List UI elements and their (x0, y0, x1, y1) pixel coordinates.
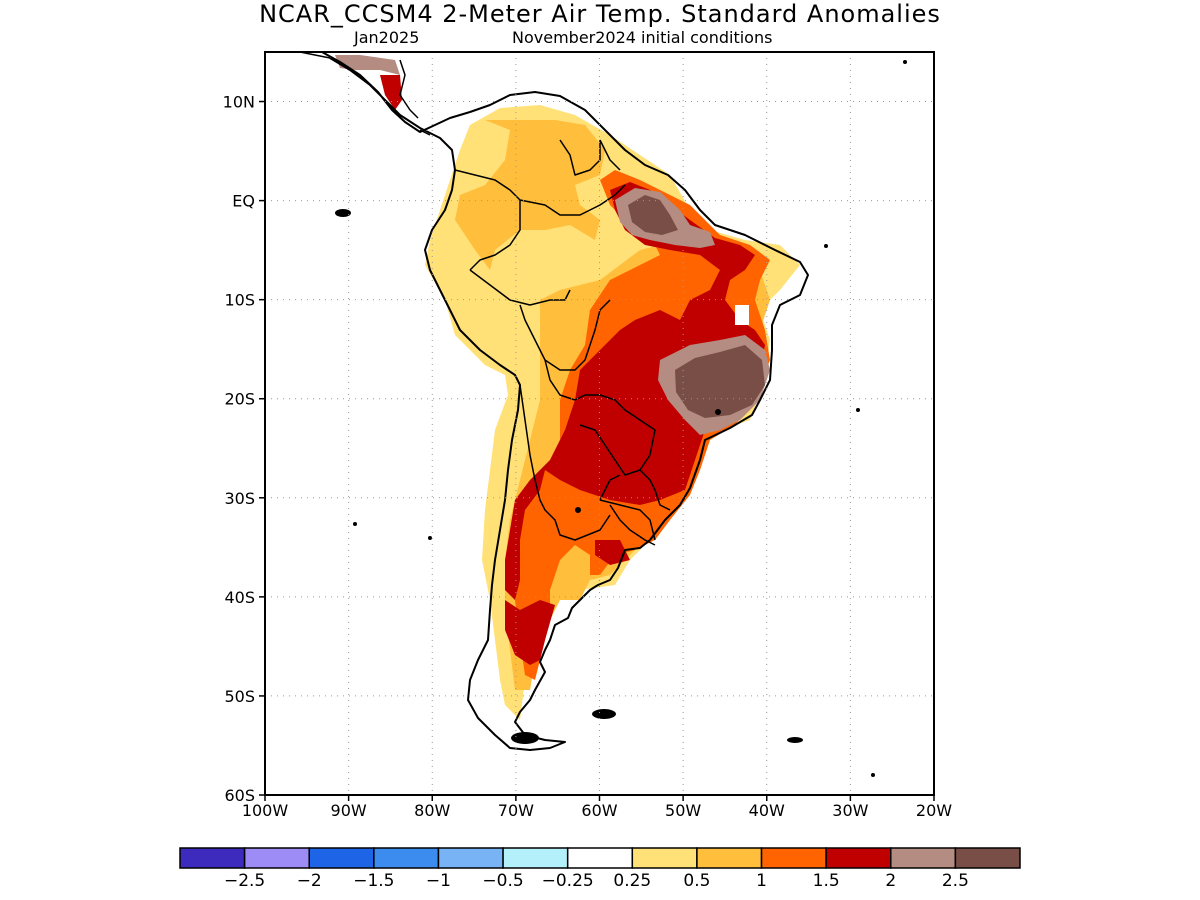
colorbar-label: 0.5 (683, 871, 710, 891)
initial-conditions: November2024 initial conditions (512, 28, 773, 47)
colorbar-swatch (502, 847, 569, 869)
lon-tick-label: 70W (498, 801, 534, 820)
colorbar-swatch (437, 847, 504, 869)
map-title: NCAR_CCSM4 2-Meter Air Temp. Standard An… (259, 0, 941, 28)
lake-titicaca-dot (575, 507, 581, 513)
colorbar-swatch (243, 847, 310, 869)
anomaly-region-peak-east (675, 345, 765, 418)
lon-tick-label: 60W (581, 801, 617, 820)
colorbar-label: 2.5 (942, 871, 969, 891)
forecast-month: Jan2025 (354, 28, 420, 47)
country-borders (454, 139, 671, 546)
lat-tick-label: 20S (224, 390, 255, 409)
lon-tick-label: 20W (916, 801, 952, 820)
colorbar-swatch (696, 847, 763, 869)
lat-tick-label: 10S (224, 291, 255, 310)
colorbar-label: −1.5 (353, 871, 394, 891)
colorbar-label: −0.5 (482, 871, 523, 891)
colorbar-label: −1 (426, 871, 451, 891)
lat-tick-label: EQ (232, 192, 255, 211)
colorbar-swatch (631, 847, 698, 869)
lon-tick-label: 50W (665, 801, 701, 820)
anomaly-region-central-america (380, 75, 402, 110)
colorbar-swatch (760, 847, 827, 869)
south-georgia-island (787, 737, 803, 743)
atlantic-island (856, 408, 860, 412)
colorbar-swatch (825, 847, 892, 869)
colorbar-label: −2.5 (224, 871, 265, 891)
lon-tick-label: 80W (414, 801, 450, 820)
colorbar: −2.5 −2 −1.5 −1 −0.5 −0.25 0.25 0.5 1 1.5 2 2.5 (179, 847, 1021, 891)
colorbar-swatch (373, 847, 440, 869)
colorbar-label: −2 (297, 871, 322, 891)
anomaly-region-very-high (505, 182, 765, 665)
colorbar-label: −0.25 (542, 871, 594, 891)
colorbar-swatch (890, 847, 957, 869)
atlantic-island (824, 244, 828, 248)
anomaly-region-northwest (335, 55, 400, 75)
falkland-islands (592, 709, 616, 719)
colorbar-label: 2 (885, 871, 896, 891)
colorbar-swatch (566, 847, 634, 869)
lat-tick-label: 60S (224, 786, 255, 805)
brazil-lake-dot (715, 409, 721, 415)
colorbar-label: 0.25 (613, 871, 651, 891)
colorbar-label: 1.5 (813, 871, 840, 891)
pacific-island (428, 536, 432, 540)
anomaly-missing-cell (735, 305, 749, 325)
lon-tick-label: 90W (331, 801, 367, 820)
atlantic-island (871, 773, 875, 777)
lat-tick-label: 10N (223, 93, 255, 112)
tierra-del-fuego-islands (511, 732, 539, 744)
colorbar-swatch (308, 847, 375, 869)
pacific-island (353, 522, 357, 526)
islands (335, 60, 907, 777)
colorbar-swatch (179, 847, 246, 869)
lon-tick-label: 100W (242, 801, 289, 820)
colorbar-swatch (954, 847, 1021, 869)
galapagos-islands (335, 209, 351, 217)
lat-tick-label: 30S (224, 489, 255, 508)
lat-tick-label: 50S (224, 687, 255, 706)
axis-ticks: 100W 90W 80W 70W 60W 50W 40W 30W 20W 10N EQ 10S 20S 3… (223, 93, 953, 820)
south-america-coastline (321, 52, 809, 751)
lat-tick-label: 40S (224, 588, 255, 607)
lon-tick-label: 40W (749, 801, 785, 820)
atlantic-island (903, 60, 907, 64)
lon-tick-label: 30W (832, 801, 868, 820)
colorbar-label: 1 (756, 871, 767, 891)
anomaly-region-peak-north (628, 195, 678, 235)
anomaly-shading (335, 55, 800, 720)
